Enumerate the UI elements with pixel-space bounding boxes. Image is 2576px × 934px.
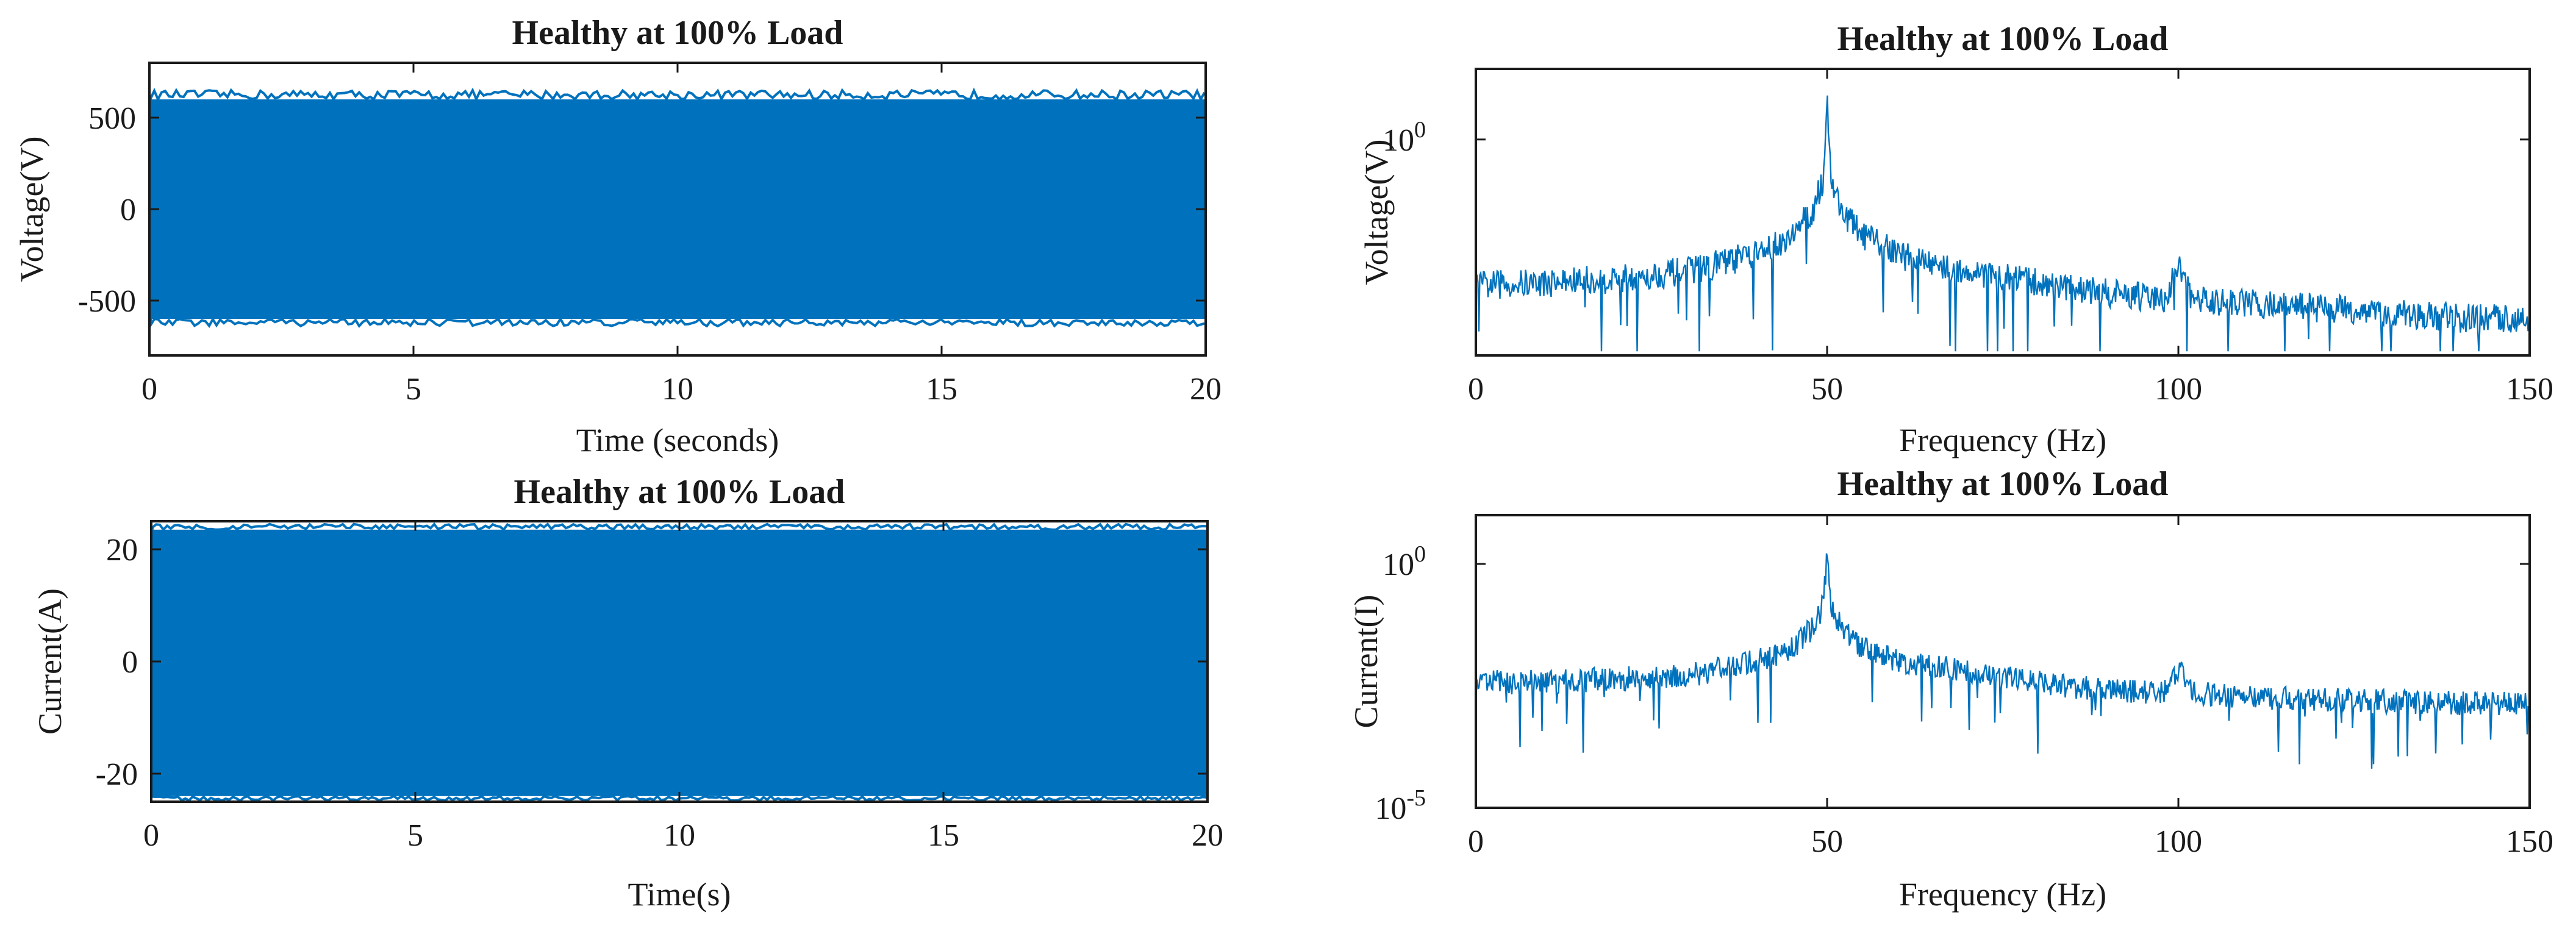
- voltage-time-xtick-label: 10: [662, 372, 693, 407]
- voltage-spectrum-xticks: 0 50 100 150: [1468, 69, 2553, 407]
- voltage-spectrum-axes-box: [1475, 68, 2531, 357]
- current-time-lower-envelope: [151, 794, 1207, 802]
- current-time-ytick-label: 20: [106, 533, 138, 568]
- voltage-spectrum-plot: 0 50 100 150 100 Healthy at 100% Load Frequ…: [1358, 20, 2553, 458]
- voltage-spectrum-spectrum-line: [1476, 95, 2529, 352]
- current-spectrum-xtick-label: 150: [2506, 824, 2553, 859]
- current-spectrum-title: Healthy at 100% Load: [1837, 465, 2169, 503]
- voltage-spectrum-ylabel: Voltage(V): [1358, 140, 1395, 285]
- voltage-time-lower-envelope: [149, 316, 1205, 329]
- voltage-time-ytick-label: 500: [88, 101, 136, 136]
- current-spectrum-ytick-label: 100: [1383, 541, 1426, 582]
- voltage-spectrum-xtick-label: 50: [1811, 372, 1843, 407]
- voltage-spectrum-xtick-label: 0: [1468, 372, 1484, 407]
- current-spectrum-xtick-label: 100: [2155, 824, 2202, 859]
- current-time-axes-box: [150, 520, 1209, 803]
- current-spectrum-xtick-label: 50: [1811, 824, 1843, 859]
- voltage-time-axes-box: [148, 62, 1207, 357]
- voltage-time-title: Healthy at 100% Load: [512, 14, 843, 52]
- voltage-time-xlabel: Time (seconds): [576, 422, 779, 458]
- voltage-time-ylabel: Voltage(V): [13, 137, 50, 282]
- current-spectrum-axes-box: [1475, 514, 2531, 809]
- current-spectrum-xtick-label: 0: [1468, 824, 1484, 859]
- current-spectrum-ylabel: Current(I): [1348, 595, 1384, 729]
- current-time-xticks: 0 5 10 15 20: [143, 521, 1223, 853]
- voltage-time-plot: 0 5 10 15 20 -500 0 500 Healthy at 100% Load T…: [13, 14, 1222, 458]
- current-time-upper-envelope: [151, 522, 1207, 532]
- voltage-time-ytick-label: -500: [78, 284, 136, 319]
- current-spectrum-plot: 0 50 100 150 100 10-5 Healthy at 100% Load F…: [1348, 465, 2553, 913]
- current-time-waveform-band: [152, 529, 1206, 796]
- current-time-xtick-label: 10: [664, 818, 695, 853]
- current-spectrum-marks: [1475, 553, 2530, 769]
- current-spectrum-spectrum-line: [1476, 553, 2529, 769]
- current-time-yticks: -20 0 20: [96, 533, 1208, 792]
- current-time-marks: [151, 522, 1207, 802]
- current-time-xlabel: Time(s): [628, 876, 731, 913]
- voltage-spectrum-title: Healthy at 100% Load: [1837, 20, 2169, 58]
- current-spectrum-ytick-label: 10-5: [1375, 785, 1426, 826]
- current-time-ytick-label: 0: [122, 645, 138, 680]
- voltage-spectrum-xtick-label: 150: [2506, 372, 2553, 407]
- current-time-ylabel: Current(A): [32, 588, 68, 735]
- voltage-time-waveform-band: [151, 99, 1204, 319]
- voltage-spectrum-ytick-label: 100: [1383, 117, 1426, 158]
- voltage-time-marks: [149, 87, 1206, 329]
- current-time-xtick-label: 15: [928, 818, 959, 853]
- voltage-time-xticks: 0 5 10 15 20: [141, 63, 1222, 407]
- current-time-xtick-label: 5: [407, 818, 423, 853]
- voltage-spectrum-yticks: 100: [1383, 117, 2530, 158]
- voltage-time-xtick-label: 5: [406, 372, 421, 407]
- current-time-xtick-label: 0: [143, 818, 159, 853]
- voltage-time-yticks: -500 0 500: [78, 101, 1206, 319]
- voltage-spectrum-xlabel: Frequency (Hz): [1899, 422, 2106, 458]
- voltage-time-upper-envelope: [149, 87, 1206, 102]
- voltage-time-xtick-label: 0: [141, 372, 157, 407]
- voltage-time-ytick-label: 0: [120, 193, 136, 227]
- current-time-xtick-label: 20: [1192, 818, 1223, 853]
- voltage-time-xtick-label: 15: [926, 372, 957, 407]
- voltage-time-xtick-label: 20: [1190, 372, 1222, 407]
- current-time-title: Healthy at 100% Load: [514, 473, 845, 511]
- current-spectrum-yticks: 100 10-5: [1375, 541, 2530, 826]
- current-time-ytick-label: -20: [96, 757, 138, 792]
- voltage-spectrum-xtick-label: 100: [2155, 372, 2202, 407]
- current-spectrum-xlabel: Frequency (Hz): [1899, 876, 2106, 913]
